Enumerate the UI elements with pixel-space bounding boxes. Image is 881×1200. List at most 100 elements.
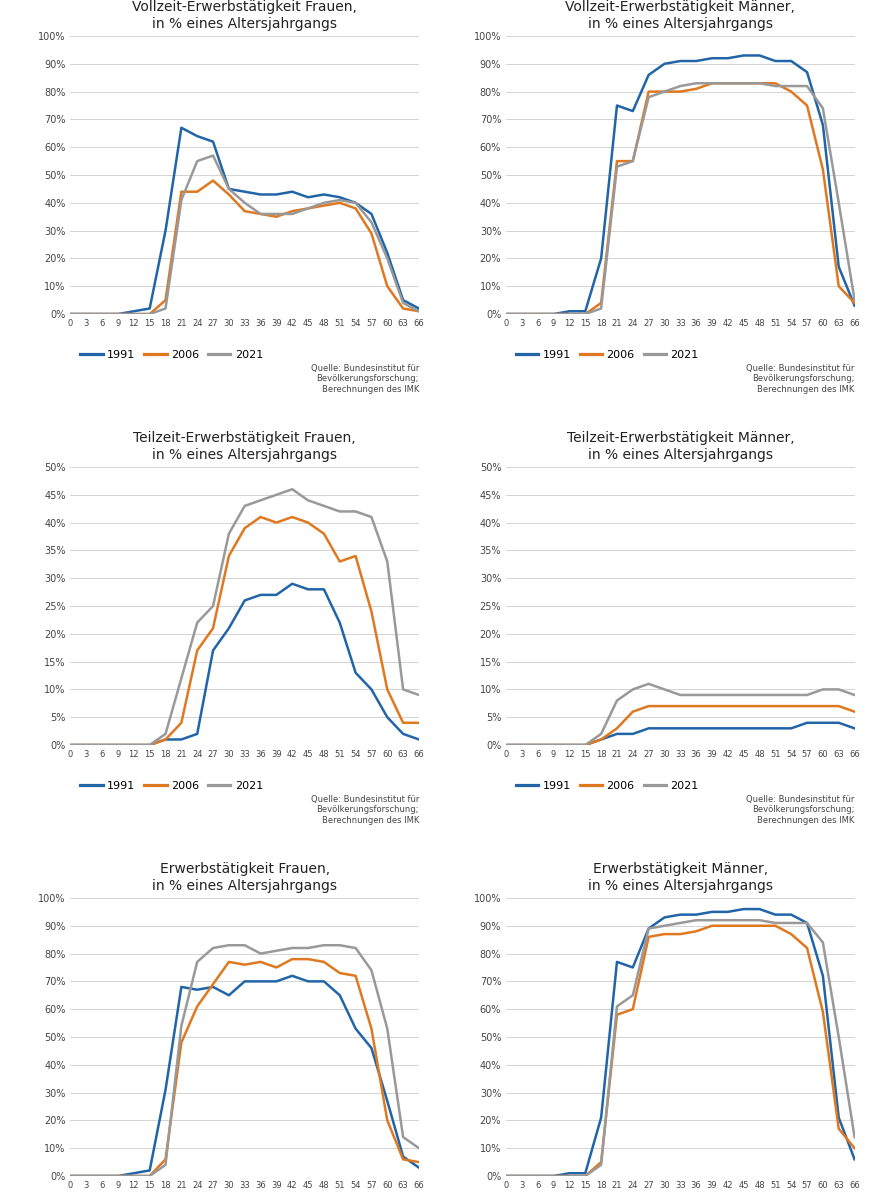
2006 [833, 1122, 844, 1136]
2021 [366, 215, 377, 229]
2021 [643, 90, 654, 104]
2021 [849, 1130, 860, 1145]
2021 [659, 84, 670, 98]
2021 [548, 307, 559, 322]
2021 [271, 206, 282, 221]
2021 [319, 938, 329, 953]
2021 [580, 738, 590, 752]
2021 [176, 1019, 187, 1033]
1991 [596, 1110, 606, 1124]
2021 [192, 955, 203, 970]
1991 [738, 902, 749, 917]
2021 [65, 307, 76, 322]
1991 [192, 727, 203, 742]
1991 [802, 916, 812, 930]
1991 [81, 307, 92, 322]
1991 [97, 738, 107, 752]
2021 [643, 677, 654, 691]
1991 [144, 301, 155, 316]
2006 [802, 698, 812, 713]
1991 [208, 134, 218, 149]
2021 [240, 499, 250, 514]
Line: 1991: 1991 [70, 976, 419, 1176]
1991 [335, 988, 345, 1002]
2021 [691, 76, 701, 90]
2006 [319, 955, 329, 970]
2006 [366, 605, 377, 619]
1991 [564, 1166, 574, 1181]
2006 [849, 1141, 860, 1156]
2021 [722, 76, 733, 90]
2006 [366, 1021, 377, 1036]
Legend: 1991, 2006, 2021: 1991, 2006, 2021 [76, 346, 267, 364]
1991 [240, 185, 250, 199]
2021 [113, 1169, 123, 1183]
2006 [548, 307, 559, 322]
2021 [382, 554, 393, 569]
2021 [516, 738, 527, 752]
1991 [303, 190, 314, 204]
1991 [611, 98, 622, 113]
1991 [398, 727, 409, 742]
1991 [208, 979, 218, 994]
1991 [176, 120, 187, 134]
2021 [833, 1030, 844, 1044]
2021 [849, 293, 860, 307]
1991 [643, 721, 654, 736]
2006 [192, 643, 203, 658]
1991 [833, 1110, 844, 1124]
2006 [208, 977, 218, 991]
1991 [319, 582, 329, 596]
2021 [532, 1169, 543, 1183]
2006 [532, 738, 543, 752]
1991 [351, 1021, 361, 1036]
1991 [818, 715, 828, 730]
2021 [65, 1169, 76, 1183]
Line: 1991: 1991 [506, 910, 855, 1176]
2021 [675, 916, 685, 930]
1991 [271, 588, 282, 602]
2021 [351, 196, 361, 210]
2021 [382, 1021, 393, 1036]
2021 [659, 918, 670, 932]
2006 [271, 210, 282, 224]
2021 [548, 738, 559, 752]
2021 [627, 683, 638, 697]
2021 [500, 738, 511, 752]
2021 [319, 196, 329, 210]
1991 [160, 223, 171, 238]
2021 [691, 913, 701, 928]
Line: 2021: 2021 [506, 83, 855, 314]
2006 [596, 732, 606, 746]
2006 [849, 295, 860, 310]
2006 [113, 307, 123, 322]
2006 [176, 185, 187, 199]
2006 [754, 76, 765, 90]
2021 [160, 727, 171, 742]
2006 [802, 98, 812, 113]
1991 [691, 54, 701, 68]
2006 [548, 738, 559, 752]
2006 [303, 202, 314, 216]
1991 [414, 301, 425, 316]
2006 [707, 918, 717, 932]
Text: Quelle: Bundesinstitut für
Bevölkerungsforschung;
Berechnungen des IMK: Quelle: Bundesinstitut für Bevölkerungsf… [311, 364, 419, 394]
2021 [770, 79, 781, 94]
2021 [81, 1169, 92, 1183]
2021 [287, 482, 298, 497]
2021 [802, 916, 812, 930]
Title: Vollzeit-Erwerbstätigkeit Männer,
in % eines Altersjahrgangs: Vollzeit-Erwerbstätigkeit Männer, in % e… [566, 0, 796, 31]
1991 [240, 974, 250, 989]
2006 [564, 307, 574, 322]
2021 [414, 304, 425, 318]
2021 [97, 738, 107, 752]
2021 [833, 196, 844, 210]
2006 [65, 738, 76, 752]
1991 [580, 738, 590, 752]
2021 [144, 1169, 155, 1183]
2006 [224, 187, 234, 202]
2021 [414, 688, 425, 702]
2021 [287, 206, 298, 221]
1991 [224, 622, 234, 636]
2006 [500, 307, 511, 322]
